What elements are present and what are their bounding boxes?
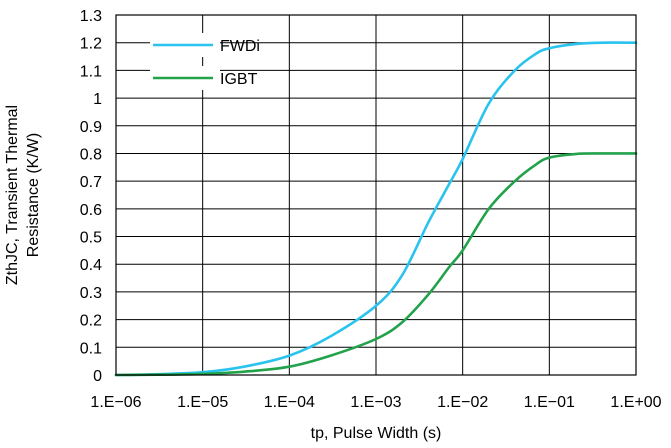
x-tick-label: 1.E−02 [437, 394, 488, 411]
y-tick-label: 0.7 [80, 174, 102, 191]
series-line-fwdi [114, 41, 638, 377]
x-tick-label: 1.E−06 [90, 394, 141, 411]
y-tick-label: 0.6 [80, 202, 102, 219]
x-tick-label: 1.E−01 [524, 394, 575, 411]
y-axis-label-line-2: Resistance (K/W) [25, 133, 42, 257]
legend-label-igbt: IGBT [220, 71, 258, 88]
plot-frame [115, 14, 637, 376]
y-tick-label: 0.8 [80, 146, 102, 163]
y-tick-label: 0.5 [80, 230, 102, 247]
y-tick-label: 1.1 [80, 63, 102, 80]
y-tick-label: 0.4 [80, 257, 102, 274]
y-tick-labels: 0 0.1 0.2 0.3 0.4 0.5 0.6 0.7 0.8 0.9 1 1.1 1.2 1.3 [80, 8, 102, 385]
y-axis-label-line-1: ZthJC, Transient Thermal [4, 105, 21, 285]
y-tick-label: 1 [93, 91, 102, 108]
y-tick-label: 0.3 [80, 285, 102, 302]
y-tick-label: 0.9 [80, 119, 102, 136]
y-tick-label: 1.3 [80, 8, 102, 25]
legend: FWDi IGBT [150, 33, 260, 90]
series-line-igbt [114, 152, 638, 377]
y-tick-label: 0.2 [80, 313, 102, 330]
x-axis-label: tp, Pulse Width (s) [311, 425, 442, 442]
y-tick-label: 0.1 [80, 340, 102, 357]
x-tick-labels: 1.E−06 1.E−05 1.E−04 1.E−03 1.E−02 1.E−01 1.E+… [90, 394, 661, 411]
x-tick-label: 1.E−05 [177, 394, 228, 411]
x-tick-label: 1.E−04 [264, 394, 315, 411]
series-lines [114, 41, 638, 377]
legend-label-fwdi: FWDi [220, 38, 260, 55]
x-tick-label: 1.E+00 [610, 394, 661, 411]
grid [115, 14, 637, 376]
y-tick-label: 0 [93, 368, 102, 385]
y-tick-label: 1.2 [80, 36, 102, 53]
x-tick-label: 1.E−03 [350, 394, 401, 411]
